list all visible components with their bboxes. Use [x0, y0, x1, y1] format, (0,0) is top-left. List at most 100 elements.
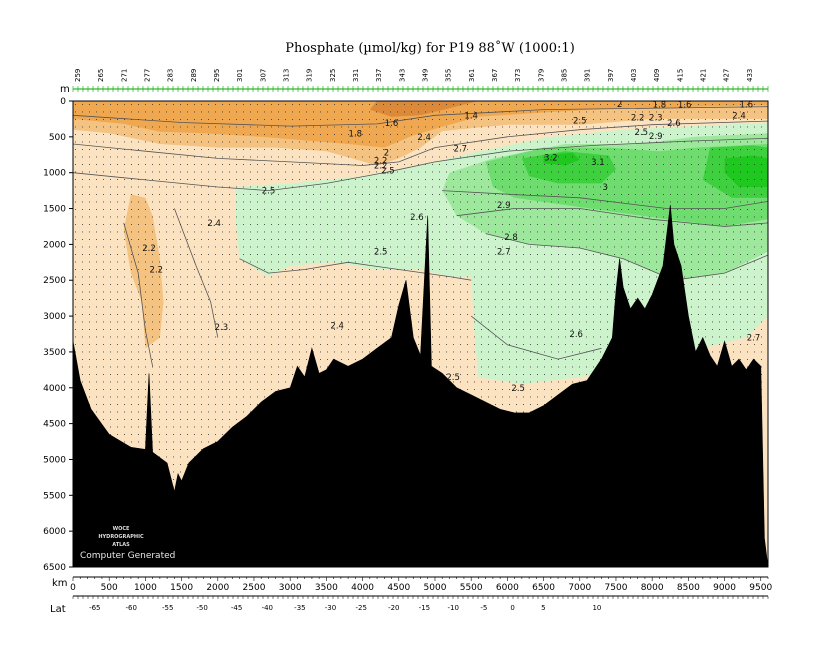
y-tick-label: 3000 — [43, 312, 66, 322]
contour-label: 3.1 — [591, 158, 605, 168]
station-number: 289 — [190, 69, 198, 82]
station-number: 259 — [74, 69, 82, 82]
station-number: 295 — [213, 69, 221, 82]
y-tick-label: 4000 — [43, 384, 66, 394]
station-number: 379 — [537, 69, 545, 82]
contour-line-10 — [73, 106, 768, 127]
x-tick-label: 0 — [70, 583, 76, 593]
x-tick-label: 500 — [101, 583, 118, 593]
x-axis-label: km — [52, 578, 68, 589]
contour-label: 2.2 — [150, 266, 164, 276]
lat-tick-label: 0 — [510, 604, 514, 612]
y-tick-label: 2000 — [43, 240, 66, 250]
lat-tick-label: -60 — [125, 604, 136, 612]
contour-line-9 — [174, 208, 219, 338]
x-tick-label: 6500 — [532, 583, 555, 593]
region-lt-1-0 — [369, 101, 479, 117]
region-2-0-2-2-deep — [123, 194, 164, 349]
station-number: 355 — [445, 69, 453, 82]
contour-label: 2.9 — [649, 132, 663, 142]
station-number: 415 — [676, 69, 684, 82]
contour-label: 1.6 — [740, 101, 754, 111]
contour-label: 2.2 — [142, 244, 156, 254]
y-tick-label: 5500 — [43, 491, 66, 501]
lat-tick-label: -10 — [447, 604, 458, 612]
x-tick-label: 5500 — [460, 583, 483, 593]
station-number: 313 — [282, 69, 290, 82]
contour-label: 2.2 — [374, 162, 388, 172]
x-tick-label: 7500 — [605, 583, 628, 593]
station-number: 271 — [120, 69, 128, 82]
contour-label: 2 — [384, 149, 389, 159]
y-tick-label: 6000 — [43, 527, 66, 537]
station-number: 349 — [421, 69, 429, 82]
contour-line-5 — [485, 233, 768, 281]
station-number: 301 — [236, 69, 244, 82]
x-tick-label: 3000 — [279, 583, 302, 593]
lat-tick-label: -15 — [419, 604, 430, 612]
contour-line-1 — [73, 120, 768, 166]
y-tick-label: 4500 — [43, 420, 66, 430]
contour-label: 2.5 — [381, 167, 395, 177]
station-number: 385 — [561, 69, 569, 82]
lat-tick-label: 10 — [592, 604, 601, 612]
lat-tick-label: -5 — [480, 604, 487, 612]
station-number: 409 — [653, 69, 661, 82]
contour-label: 1.6 — [385, 119, 399, 129]
region-gt-3-2-b — [724, 155, 768, 187]
contour-line-6 — [456, 208, 768, 227]
contour-line-8 — [123, 222, 153, 367]
contour-label: 2.4 — [330, 321, 344, 331]
contour-label: 2.5 — [635, 128, 649, 138]
contour-label: 2.3 — [649, 114, 663, 124]
x-tick-label: 2000 — [206, 583, 229, 593]
y-tick-label: 6500 — [43, 563, 66, 573]
x-tick-label: 2500 — [243, 583, 266, 593]
station-number: 421 — [700, 69, 708, 82]
lat-tick-label: -45 — [231, 604, 242, 612]
contour-label: 1.8 — [653, 101, 667, 111]
field-layers — [73, 101, 768, 567]
contour-line-4 — [470, 315, 602, 360]
x-tick-label: 1500 — [170, 583, 193, 593]
contour-label: 2.6 — [410, 213, 424, 223]
contour-label: 2.5 — [262, 187, 276, 197]
station-number: 277 — [143, 69, 151, 82]
contour-label: 1.4 — [464, 111, 478, 121]
y-tick-label: 5000 — [43, 455, 66, 465]
x-tick-label: 7000 — [568, 583, 591, 593]
contour-label: 2.5 — [511, 384, 525, 394]
contour-label: 2 — [617, 100, 622, 110]
contour-label: 3.2 — [544, 154, 558, 164]
station-number: 373 — [514, 69, 522, 82]
plot-frame — [72, 100, 769, 568]
x-tick-label: 4500 — [387, 583, 410, 593]
x-tick-label: 5000 — [424, 583, 447, 593]
contour-label: 2.5 — [374, 248, 388, 258]
x-tick-label: 9000 — [713, 583, 736, 593]
station-number: 325 — [329, 69, 337, 82]
contour-label: 2.7 — [454, 144, 468, 154]
contour-line-7 — [442, 190, 768, 209]
station-number: 307 — [259, 69, 267, 82]
contour-label: 2.7 — [497, 248, 511, 258]
contour-line-2 — [73, 137, 768, 192]
contour-label: 1.8 — [349, 129, 363, 139]
logo-line-1: WOCE — [113, 526, 130, 532]
y-tick-label: 3500 — [43, 348, 66, 358]
contour-label: 2.4 — [732, 111, 746, 121]
lat-tick-label: -55 — [162, 604, 173, 612]
bathymetry — [73, 204, 768, 567]
y-axis-label: m — [60, 84, 70, 95]
lat-tick-label: -40 — [262, 604, 273, 612]
x-tick-label: 9500 — [749, 583, 772, 593]
contour-label: 3 — [602, 183, 607, 193]
station-number: 433 — [746, 69, 754, 82]
contour-label: 2.7 — [747, 334, 761, 344]
y-tick-label: 0 — [60, 97, 66, 107]
logo-line-3: ATLAS — [112, 542, 130, 548]
lat-tick-label: -35 — [294, 604, 305, 612]
station-number: 343 — [398, 69, 406, 82]
woce-logo: WOCE HYDROGRAPHIC ATLAS Computer Generat… — [80, 526, 175, 561]
computer-generated-caption: Computer Generated — [80, 551, 175, 561]
